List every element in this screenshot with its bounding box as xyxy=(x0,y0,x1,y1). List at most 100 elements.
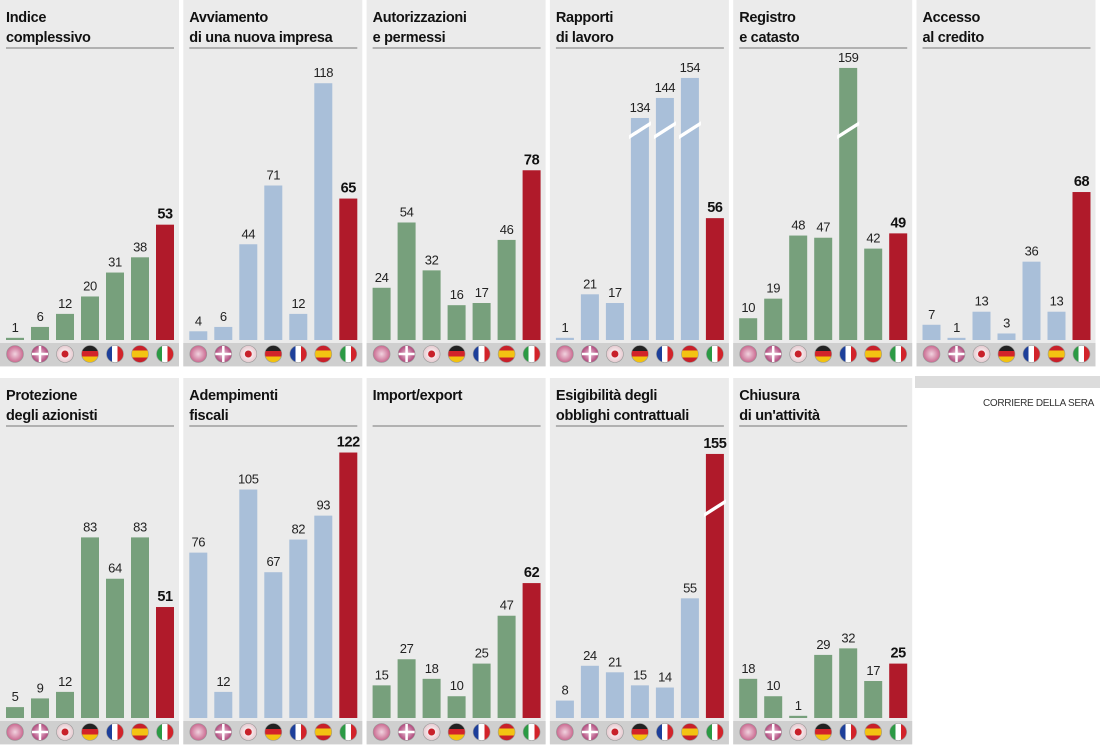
flag xyxy=(706,345,724,363)
bar xyxy=(605,672,624,718)
flag xyxy=(1022,345,1041,363)
flag xyxy=(706,723,724,741)
value-label: 47 xyxy=(816,220,830,235)
flag xyxy=(131,345,149,363)
bar xyxy=(814,654,833,718)
bar xyxy=(372,685,391,718)
bar xyxy=(630,117,649,340)
flag xyxy=(556,723,574,741)
value-label: 25 xyxy=(475,646,489,661)
value-label: 62 xyxy=(524,565,540,581)
value-label: 29 xyxy=(816,637,830,652)
bar xyxy=(889,233,908,340)
bar xyxy=(739,678,758,718)
value-label: 38 xyxy=(133,239,147,254)
flag xyxy=(472,345,491,363)
value-label: 144 xyxy=(655,80,676,95)
bar xyxy=(972,311,991,340)
value-label: 82 xyxy=(291,522,305,537)
panel-title: Chiusura xyxy=(739,388,801,404)
value-label: 118 xyxy=(314,65,334,80)
value-label: 6 xyxy=(220,309,227,324)
panel-title: al credito xyxy=(923,30,985,46)
value-label: 54 xyxy=(400,204,414,219)
value-label: 18 xyxy=(425,661,439,676)
value-label: 17 xyxy=(866,663,880,678)
axis-break xyxy=(628,121,651,140)
value-label: 4 xyxy=(195,313,202,328)
value-label: 10 xyxy=(450,678,464,693)
bar xyxy=(889,663,908,718)
axis-break xyxy=(703,499,726,518)
source-band xyxy=(915,376,1100,388)
flag xyxy=(556,345,574,363)
flag-dot xyxy=(244,728,252,736)
flag-dot xyxy=(611,350,619,358)
bar xyxy=(555,337,574,340)
flag-dot xyxy=(978,350,985,358)
value-label: 16 xyxy=(450,287,464,302)
flag xyxy=(131,723,149,741)
value-label: 7 xyxy=(928,307,935,322)
bar xyxy=(189,331,208,340)
bar xyxy=(605,303,624,340)
bar xyxy=(106,272,124,340)
value-label: 53 xyxy=(157,207,173,223)
bar xyxy=(422,270,441,340)
panel-title: Accesso xyxy=(923,10,981,26)
value-label: 3 xyxy=(1003,315,1010,330)
flag-dot xyxy=(61,350,69,358)
value-label: 15 xyxy=(633,667,647,682)
panel-title: e permessi xyxy=(373,30,446,46)
flag xyxy=(372,723,391,741)
bar xyxy=(814,237,833,340)
value-label: 76 xyxy=(191,535,205,550)
bar xyxy=(580,294,599,340)
value-label: 31 xyxy=(108,255,122,270)
bar xyxy=(56,691,74,718)
panel xyxy=(366,378,546,745)
flag-dot xyxy=(611,728,619,736)
flag xyxy=(447,723,466,741)
panel-title: Registro xyxy=(739,10,796,26)
flag xyxy=(314,723,333,741)
value-label: 18 xyxy=(741,661,755,676)
flag xyxy=(106,345,124,363)
value-label: 17 xyxy=(475,285,489,300)
panel-title: di un'attività xyxy=(739,408,821,424)
flag xyxy=(81,345,99,363)
value-label: 83 xyxy=(83,519,97,534)
bar xyxy=(156,224,174,340)
bar xyxy=(580,665,599,718)
flag xyxy=(631,345,649,363)
flag xyxy=(889,723,908,741)
value-label: 12 xyxy=(216,674,230,689)
flag-dot xyxy=(61,728,69,736)
flag xyxy=(6,345,24,363)
value-label: 12 xyxy=(291,296,305,311)
flag xyxy=(472,723,491,741)
bar xyxy=(106,578,124,718)
value-label: 14 xyxy=(658,670,672,685)
bar xyxy=(6,337,24,340)
bar xyxy=(1022,261,1041,340)
panel-title: complessivo xyxy=(6,30,91,46)
flag xyxy=(497,345,516,363)
bar xyxy=(864,248,883,340)
value-label: 134 xyxy=(630,100,651,115)
bar xyxy=(997,333,1016,340)
bar xyxy=(947,337,966,340)
value-label: 21 xyxy=(583,276,597,291)
flag xyxy=(739,345,758,363)
flag xyxy=(289,345,308,363)
value-label: 15 xyxy=(375,667,389,682)
flag xyxy=(106,723,124,741)
value-label: 24 xyxy=(583,648,597,663)
axis-break xyxy=(837,121,860,140)
flag-dot xyxy=(428,728,436,736)
flag xyxy=(656,723,674,741)
panel-title: degli azionisti xyxy=(6,408,97,424)
flag xyxy=(289,723,308,741)
value-label: 36 xyxy=(1025,244,1039,259)
value-label: 67 xyxy=(266,554,280,569)
